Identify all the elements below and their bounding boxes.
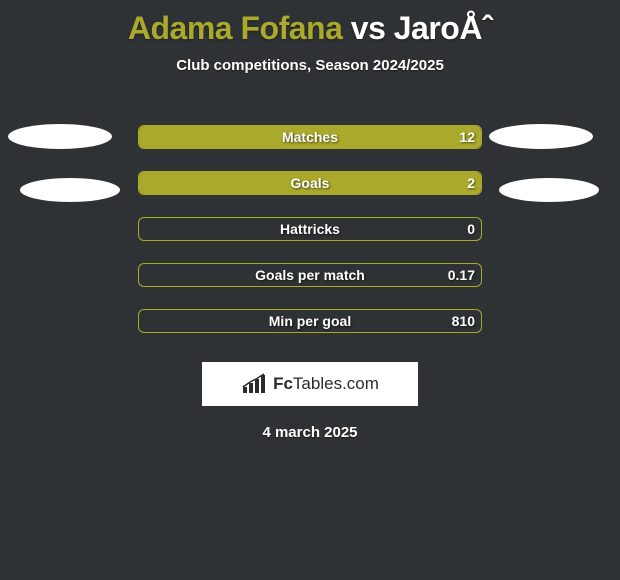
bars-icon — [241, 373, 267, 395]
bar-label: Hattricks — [139, 218, 481, 240]
stat-rows: Matches12 Goals2 Hattricks0 Goals per match… — [0, 114, 620, 344]
bar-value: 0 — [467, 218, 475, 240]
stat-row: Hattricks0 — [0, 206, 620, 252]
page-title: Adama Fofana vs JaroÅˆ — [0, 0, 620, 47]
logo-bold: Fc — [273, 374, 293, 393]
subtitle: Club competitions, Season 2024/2025 — [0, 57, 620, 74]
bar-track: Goals2 — [138, 171, 482, 195]
logo-text: FcTables.com — [273, 374, 379, 394]
title-player2: JaroÅˆ — [394, 10, 492, 46]
title-player1: Adama Fofana — [128, 10, 342, 46]
bar-label: Min per goal — [139, 310, 481, 332]
logo-box: FcTables.com — [202, 362, 418, 406]
date: 4 march 2025 — [0, 424, 620, 441]
bar-track: Min per goal810 — [138, 309, 482, 333]
stat-row: Goals2 — [0, 160, 620, 206]
bar-fill — [139, 126, 481, 148]
bar-fill — [139, 172, 481, 194]
stat-row: Matches12 — [0, 114, 620, 160]
bar-track: Matches12 — [138, 125, 482, 149]
bar-value: 0.17 — [448, 264, 475, 286]
stat-row: Goals per match0.17 — [0, 252, 620, 298]
bar-value: 810 — [452, 310, 475, 332]
bar-track: Hattricks0 — [138, 217, 482, 241]
bar-label: Goals per match — [139, 264, 481, 286]
stat-row: Min per goal810 — [0, 298, 620, 344]
logo-rest: Tables.com — [293, 374, 379, 393]
bar-track: Goals per match0.17 — [138, 263, 482, 287]
title-vs: vs — [351, 10, 386, 46]
